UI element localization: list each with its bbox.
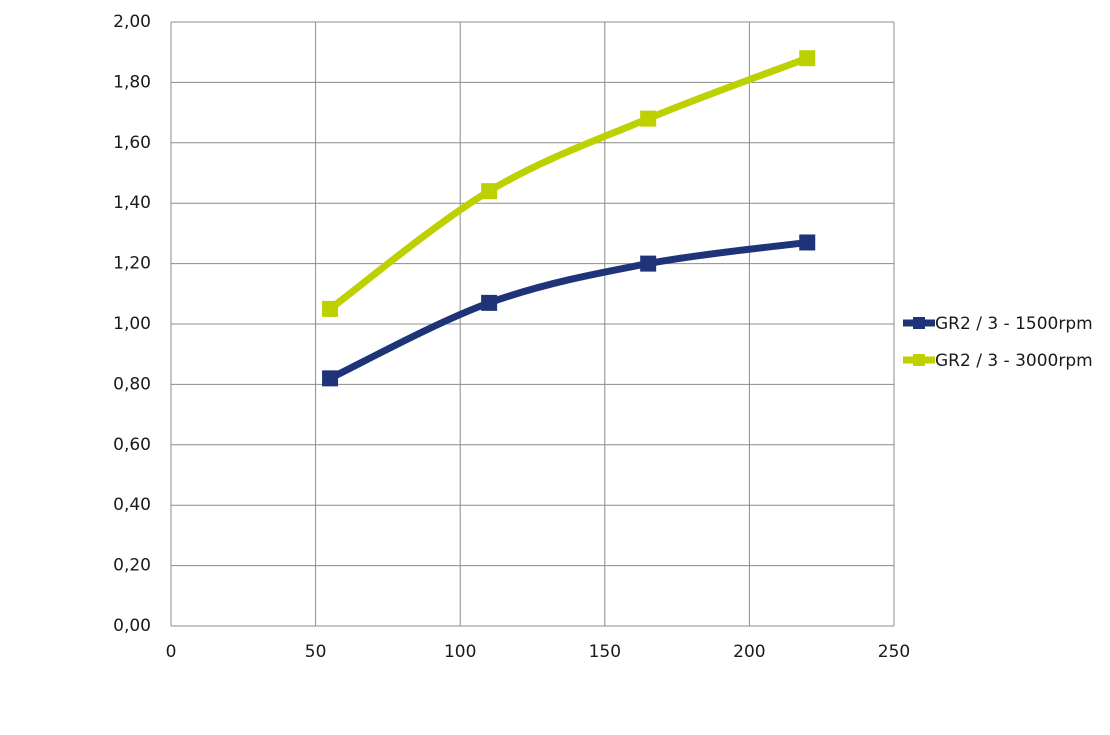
series-line bbox=[327, 54, 809, 312]
y-tick-label: 1,80 bbox=[113, 72, 151, 92]
legend-label: GR2 / 3 - 1500rpm bbox=[935, 314, 1093, 334]
legend-marker bbox=[913, 354, 925, 366]
point-marker bbox=[799, 50, 816, 67]
point-marker bbox=[481, 294, 498, 311]
y-tick-label: 0,20 bbox=[113, 556, 151, 576]
legend-marker bbox=[913, 317, 925, 329]
y-tick-label: 1,60 bbox=[113, 133, 151, 153]
x-tick-label: 50 bbox=[305, 642, 327, 662]
y-tick-label: 0,60 bbox=[113, 435, 151, 455]
y-tick-label: 0,00 bbox=[113, 616, 151, 636]
x-tick-label: 150 bbox=[589, 642, 621, 662]
x-tick-label: 100 bbox=[444, 642, 476, 662]
point-marker bbox=[481, 183, 498, 200]
x-tick-label: 250 bbox=[878, 642, 910, 662]
point-marker bbox=[799, 234, 816, 251]
y-tick-label: 1,20 bbox=[113, 254, 151, 274]
y-tick-label: 0,80 bbox=[113, 374, 151, 394]
y-tick-label: 1,00 bbox=[113, 314, 151, 334]
point-marker bbox=[322, 370, 339, 387]
y-tick-label: 1,40 bbox=[113, 193, 151, 213]
x-tick-label: 0 bbox=[166, 642, 177, 662]
series-line bbox=[328, 238, 808, 382]
point-marker bbox=[640, 255, 657, 272]
y-tick-label: 2,00 bbox=[113, 12, 151, 32]
y-tick-label: 0,40 bbox=[113, 495, 151, 515]
x-tick-label: 200 bbox=[733, 642, 765, 662]
legend-label: GR2 / 3 - 3000rpm bbox=[935, 351, 1093, 371]
point-marker bbox=[640, 110, 657, 127]
point-marker bbox=[322, 300, 339, 317]
